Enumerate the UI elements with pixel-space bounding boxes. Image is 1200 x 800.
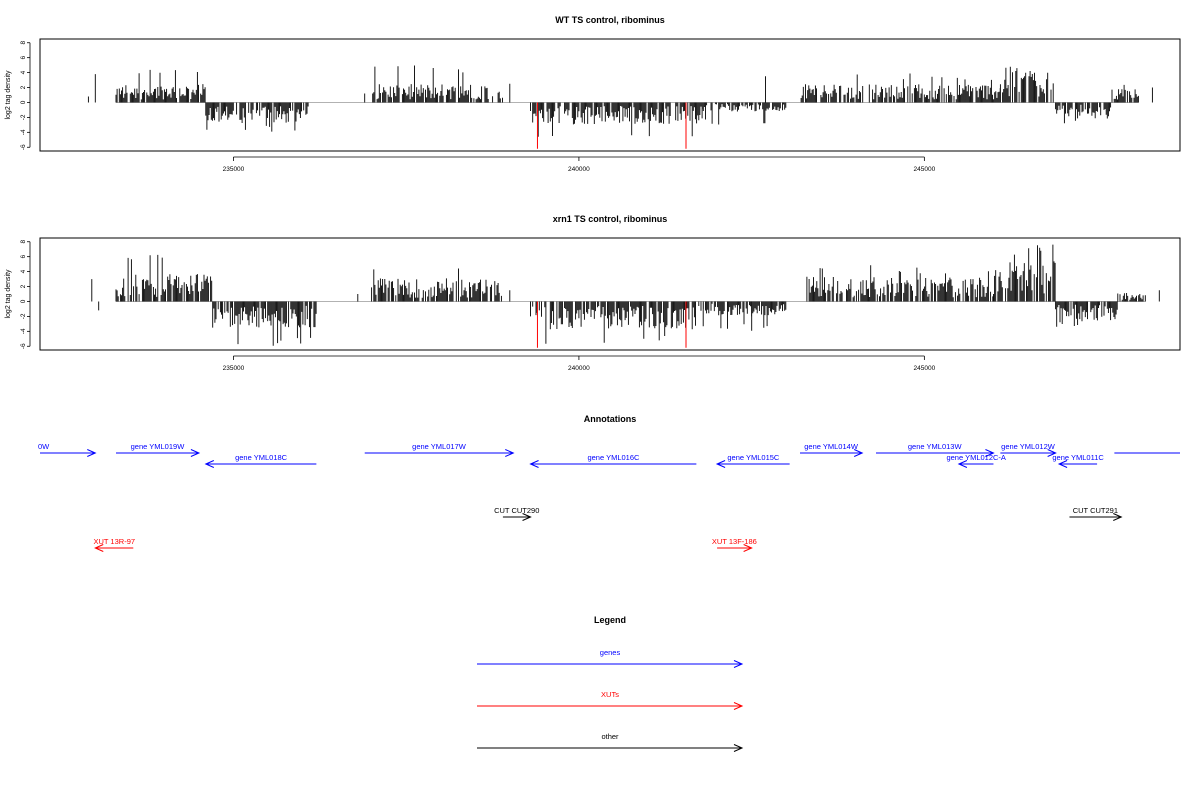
legend-item-xut: XUTs [477, 690, 744, 710]
legend-label: genes [600, 648, 621, 657]
annotation-features: 0W gene YML019W gene YML018C gene YML017W ge… [38, 442, 1180, 552]
xrn1-x-tick-label: 245000 [914, 365, 936, 372]
wt-x-tick-label: 240000 [568, 166, 590, 173]
annotation-arrow-arrowhead [94, 544, 104, 552]
xrn1-x-tick-label: 240000 [568, 365, 590, 372]
annotation-arrow-arrowhead [985, 449, 995, 457]
wt-x-tick-label: 245000 [914, 166, 936, 173]
legend-label: XUTs [601, 690, 619, 699]
annotation-label: gene YML013W [908, 442, 963, 451]
wt-bars [87, 65, 1153, 149]
annotation-arrow-arrowhead [190, 449, 201, 457]
annotation-arrow-arrowhead [529, 460, 539, 468]
annotation-xut: XUT 13R-97 [93, 537, 135, 552]
annotation-gene: gene YML012C-A [946, 453, 1006, 468]
annotation-arrow-arrowhead [204, 460, 215, 468]
annotation-arrow-arrowhead [1057, 460, 1068, 468]
annotation-gene: gene YML017W [364, 442, 515, 457]
wt-y-tick-label: 8 [20, 41, 27, 45]
xrn1-x-ticks: 235000 240000 245000 [223, 355, 936, 372]
annotation-label: gene YML016C [587, 453, 640, 462]
annotation-arrow-arrowhead [1113, 513, 1123, 521]
legend-arrow-arrowhead [733, 660, 744, 668]
annotation-gene: gene YML012W [1000, 442, 1057, 457]
annotation-label: CUT CUT290 [494, 506, 539, 515]
wt-y-tick-label: -2 [20, 114, 27, 120]
xrn1-y-axis-label: log2 tag density [5, 269, 12, 319]
wt-y-tick-label: 0 [20, 100, 27, 104]
wt-y-tick-label: 4 [20, 70, 27, 74]
annotation-gene: gene YML014W [800, 442, 864, 457]
xrn1-y-tick-label: 0 [20, 299, 27, 303]
annotation-arrow-arrowhead [505, 449, 515, 457]
annotation-label: 0W [38, 442, 50, 451]
xrn1-y-ticks: -6 -4 -2 0 2 4 6 8 [20, 240, 31, 349]
annotation-label: gene YML018C [235, 453, 288, 462]
annotation-gene: gene YML016C [529, 453, 697, 468]
annotation-label: gene YML017W [412, 442, 467, 451]
legend: Legend genes XUTs other [477, 615, 744, 752]
annotation-xut: XUT 13F-186 [712, 537, 757, 552]
annotation-label: gene YML014W [804, 442, 859, 451]
xrn1-density-bars [91, 244, 1160, 346]
xrn1-x-tick-label: 235000 [223, 365, 245, 372]
annotation-label: XUT 13R-97 [93, 537, 135, 546]
annotation-arrow-arrowhead [957, 460, 968, 468]
xrn1-y-tick-label: 6 [20, 254, 27, 258]
wt-x-ticks: 235000 240000 245000 [223, 156, 936, 173]
xrn1-panel-title: xrn1 TS control, ribominus [553, 214, 668, 224]
annotation-gene: 0W [38, 442, 97, 457]
annotation-label: gene YML011C [1052, 453, 1104, 462]
annotation-label: gene YML012C-A [946, 453, 1005, 462]
wt-y-axis-label: log2 tag density [5, 70, 12, 120]
wt-y-tick-label: -6 [20, 144, 27, 150]
annotation-arrow-arrowhead [743, 544, 753, 552]
wt-y-ticks: -6 -4 -2 0 2 4 6 8 [20, 41, 31, 150]
annotation-label: gene YML019W [131, 442, 186, 451]
wt-density-bars [87, 65, 1153, 137]
xrn1-panel: xrn1 TS control, ribominus log2 tag dens… [5, 214, 1181, 372]
xrn1-plot-frame [39, 237, 1181, 351]
annotation-arrow-arrowhead [853, 449, 864, 457]
annotation-other: CUT CUT291 [1069, 506, 1123, 521]
xrn1-bars [91, 244, 1160, 348]
xrn1-y-tick-label: 4 [20, 269, 27, 273]
wt-panel-title: WT TS control, ribominus [555, 15, 665, 25]
legend-title: Legend [594, 615, 626, 625]
xrn1-y-tick-label: -4 [20, 328, 27, 334]
xrn1-y-tick-label: 2 [20, 284, 27, 288]
wt-y-tick-label: 6 [20, 55, 27, 59]
annotations-panel: Annotations 0W gene YML019W gene YML018C ge… [38, 414, 1180, 552]
annotation-gene: gene YML018C [204, 453, 317, 468]
annotation-gene: gene YML015C [715, 453, 790, 468]
annotation-arrow-arrowhead [87, 449, 97, 457]
legend-label: other [601, 732, 619, 741]
annotation-arrow-arrowhead [1047, 449, 1057, 457]
annotation-gene: gene YML019W [116, 442, 201, 457]
legend-item-gene: genes [477, 648, 744, 668]
annotation-label: CUT CUT291 [1073, 506, 1118, 515]
legend-items: genes XUTs other [477, 648, 744, 752]
annotation-other: CUT CUT290 [494, 506, 539, 521]
xrn1-y-tick-label: 8 [20, 240, 27, 244]
wt-panel: WT TS control, ribominus log2 tag densit… [5, 15, 1181, 173]
wt-x-tick-label: 235000 [223, 166, 245, 173]
annotation-arrow-arrowhead [522, 513, 532, 521]
legend-arrow-arrowhead [733, 744, 744, 752]
annotation-gene: gene YML011C [1052, 453, 1104, 468]
legend-arrow-arrowhead [733, 702, 744, 710]
annotation-label: gene YML012W [1001, 442, 1056, 451]
annotation-label: gene YML015C [727, 453, 780, 462]
wt-y-tick-label: 2 [20, 85, 27, 89]
wt-plot-frame [39, 38, 1181, 152]
annotation-label: XUT 13F-186 [712, 537, 757, 546]
xrn1-y-tick-label: -2 [20, 313, 27, 319]
xrn1-y-tick-label: -6 [20, 343, 27, 349]
annotation-gene: gene YML013W [876, 442, 995, 457]
wt-y-tick-label: -4 [20, 129, 27, 135]
legend-item-other: other [477, 732, 744, 752]
annotation-arrow-arrowhead [715, 460, 726, 468]
annotations-title: Annotations [584, 414, 637, 424]
